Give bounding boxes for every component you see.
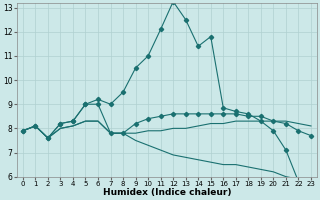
X-axis label: Humidex (Indice chaleur): Humidex (Indice chaleur)	[103, 188, 231, 197]
